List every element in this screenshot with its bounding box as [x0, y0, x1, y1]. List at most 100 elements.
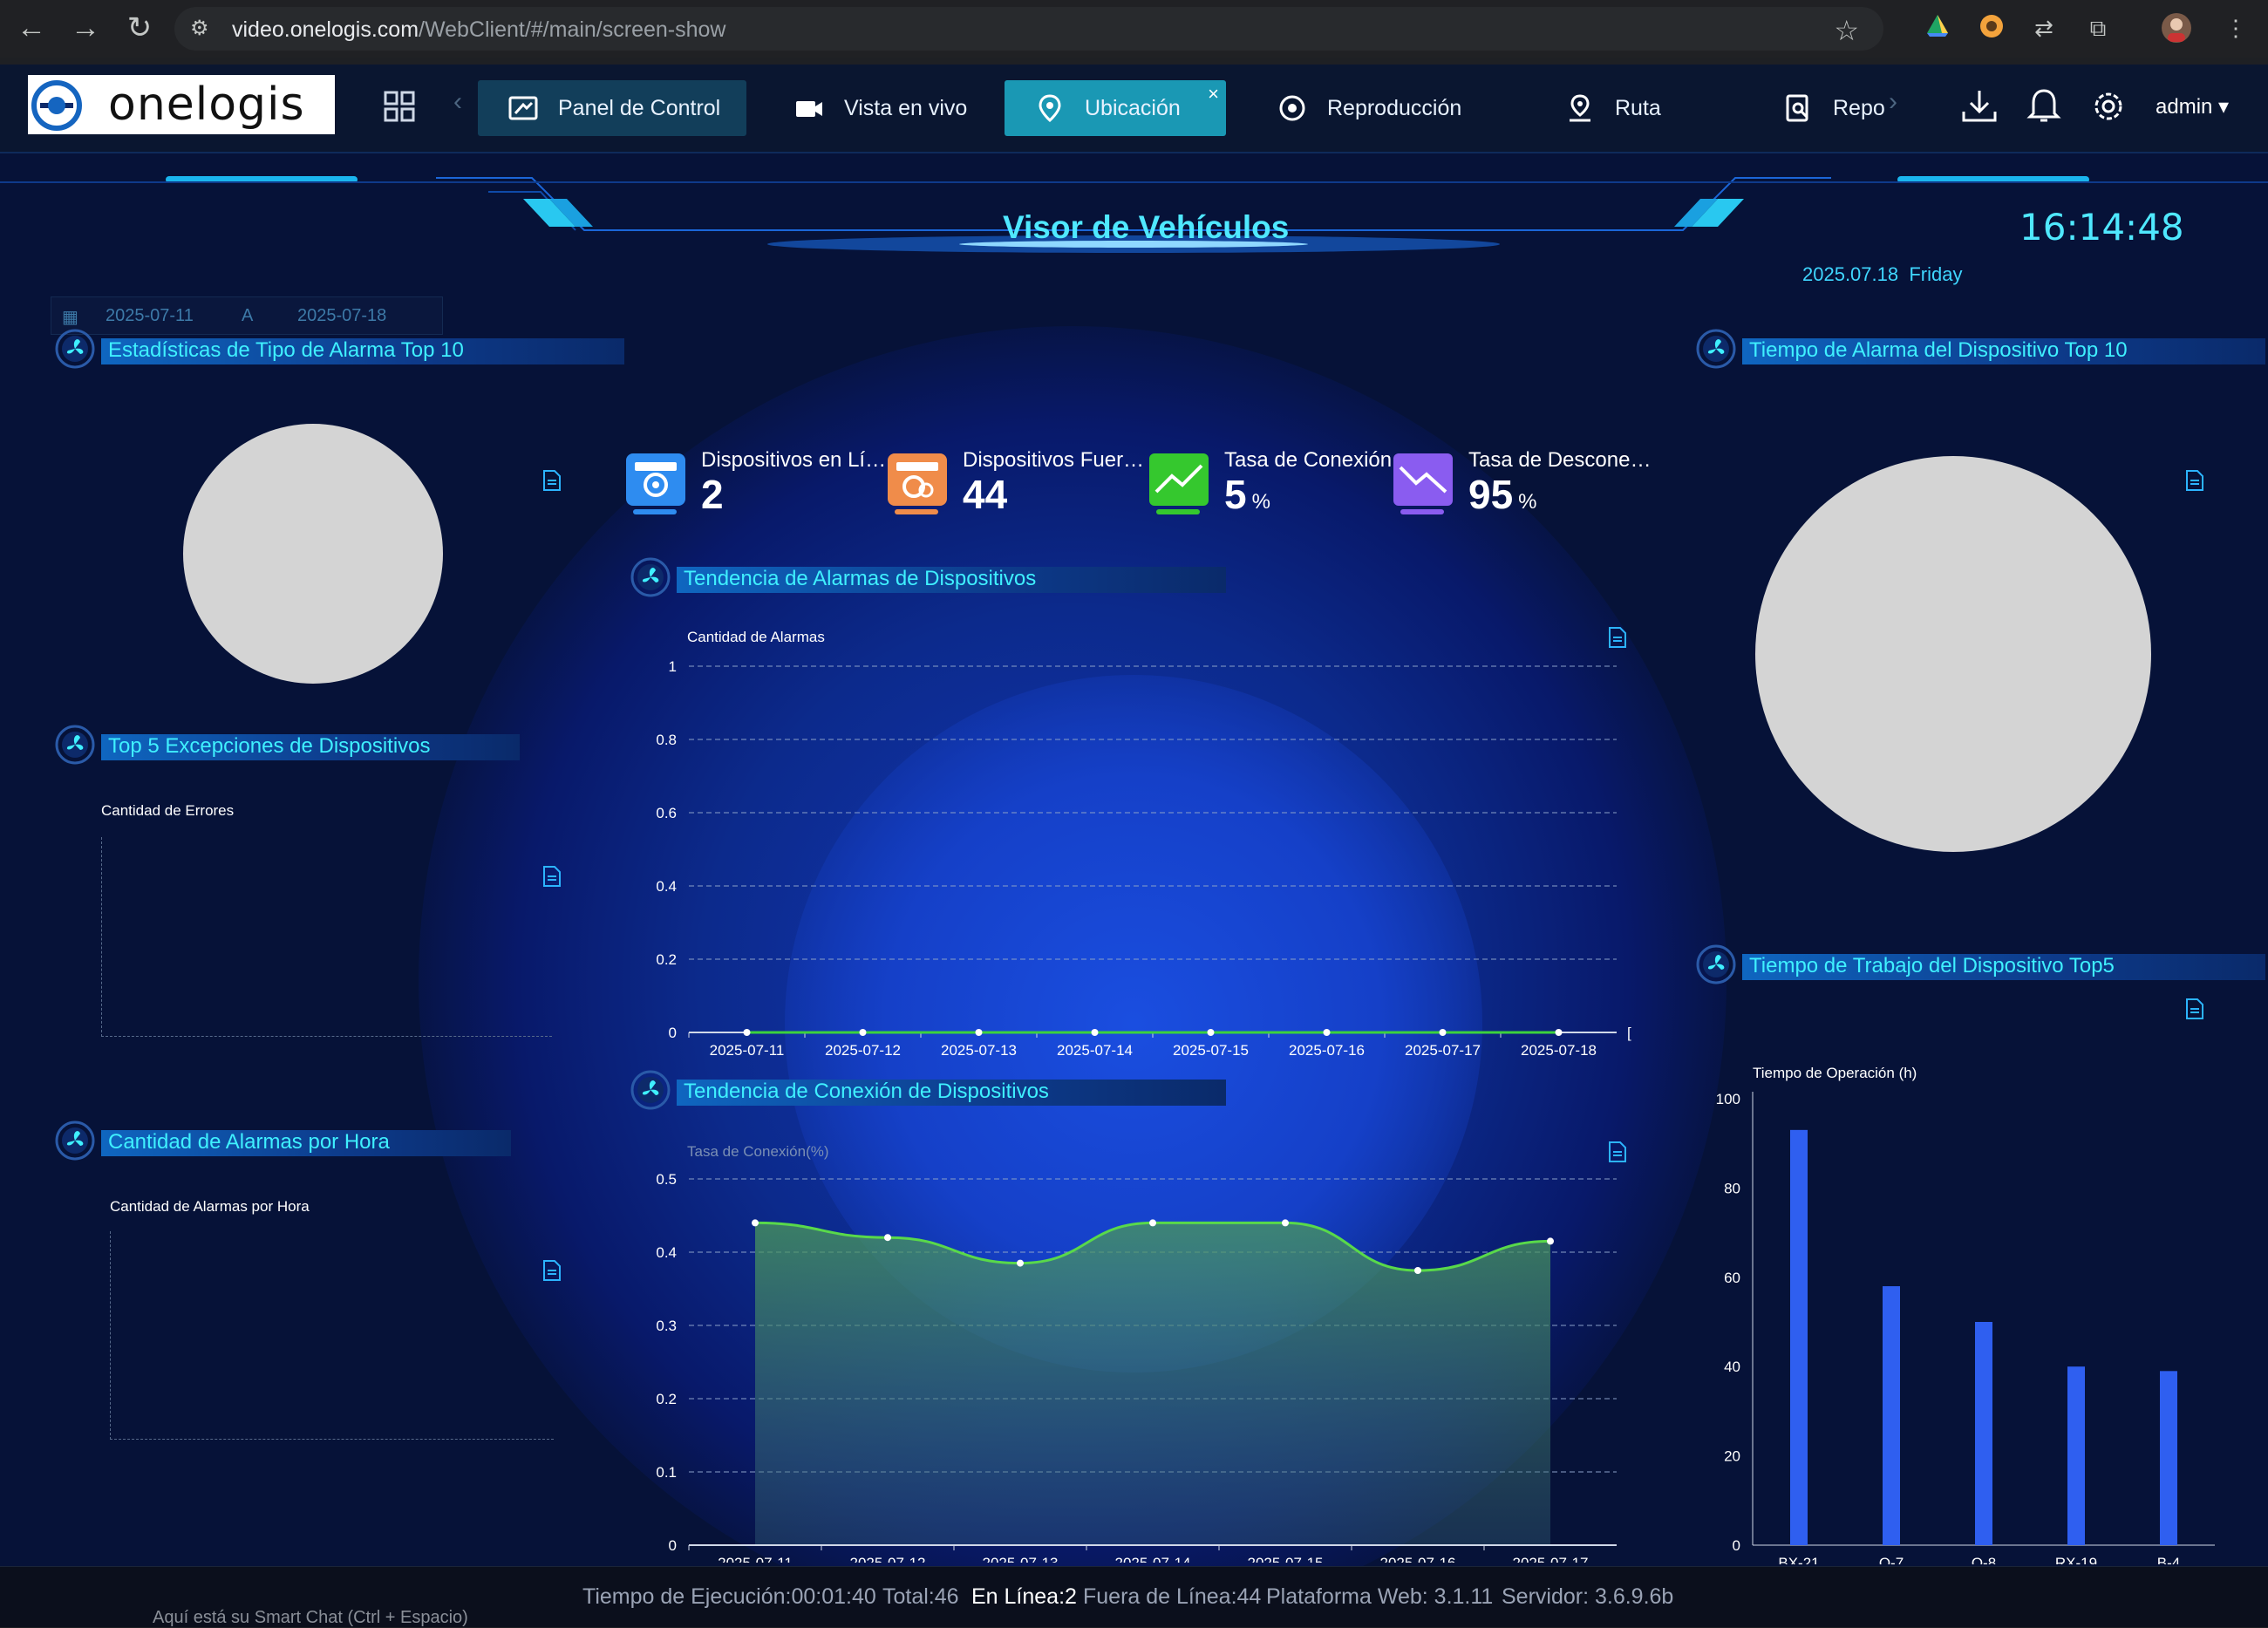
- alarm-trend-chart: Cantidad de Alarmas 0 0.2 0.4 0.6 0.8 1 2025-07…: [656, 629, 1631, 1059]
- data-point: [1414, 1267, 1421, 1274]
- sun-extension-icon[interactable]: [1976, 12, 2007, 44]
- gear-icon[interactable]: [2089, 87, 2128, 126]
- range-end[interactable]: 2025-07-18: [297, 306, 387, 325]
- x-tick-label: B-4: [2157, 1555, 2180, 1564]
- footer-web-version: Plataforma Web: 3.1.11: [1266, 1584, 1494, 1609]
- menu-dots-icon[interactable]: ⋮: [2224, 15, 2247, 41]
- bookmark-star-icon[interactable]: ☆: [1834, 15, 1859, 46]
- data-point: [1555, 1029, 1563, 1036]
- fan-icon: [55, 725, 95, 765]
- section-connection-trend: Tendencia de Conexión de Dispositivos: [630, 1070, 1226, 1110]
- alarm-time-pie-placeholder: [1755, 456, 2151, 852]
- close-tab-icon[interactable]: ×: [1208, 83, 1219, 105]
- x-tick-label: 2025-07-13: [983, 1555, 1059, 1563]
- data-point: [1207, 1029, 1215, 1036]
- tab-panel-de-control[interactable]: Panel de Control: [478, 80, 746, 136]
- export-doc-icon[interactable]: [2185, 998, 2204, 1020]
- bell-icon[interactable]: [2025, 87, 2063, 126]
- tab-label: Repo: [1833, 96, 1885, 120]
- section-alarm-type-top10: Estadísticas de Tipo de Alarma Top 10: [54, 329, 624, 369]
- data-point: [1091, 1029, 1099, 1036]
- browser-toolbar: ← → ↻ ⚙ video.onelogis.com/WebClient/#/m…: [0, 0, 2268, 58]
- y-tick-label: 0.2: [656, 1391, 677, 1407]
- x-tick-label: 2025-07-17: [1513, 1555, 1589, 1563]
- data-point: [1017, 1259, 1024, 1267]
- export-doc-icon[interactable]: [1608, 626, 1627, 649]
- bar: [2160, 1371, 2177, 1545]
- tab-label: Reproducción: [1327, 96, 1462, 120]
- date-range-picker[interactable]: ▦ 2025-07-11 A 2025-07-18: [51, 296, 443, 335]
- tab-ruta[interactable]: Ruta: [1535, 80, 1718, 136]
- alarms-hour-chart-area: [110, 1231, 554, 1440]
- calendar-icon: ▦: [62, 308, 78, 327]
- reload-icon[interactable]: ↻: [126, 11, 153, 44]
- tab-vista-en-vivo[interactable]: Vista en vivo: [764, 80, 991, 136]
- data-point: [1149, 1219, 1156, 1227]
- kpi-underline: [895, 509, 938, 514]
- export-doc-icon[interactable]: [542, 469, 562, 492]
- work-time-bar-chart: Tiempo de Operación (h) 0 20 40 60 80 100 BX-21…: [1716, 1065, 2215, 1564]
- data-point: [1547, 1237, 1554, 1245]
- export-doc-icon[interactable]: [542, 1259, 562, 1282]
- tab-label: Ruta: [1615, 96, 1661, 120]
- y-tick-label: 0.5: [656, 1171, 677, 1188]
- user-menu[interactable]: admin ▾: [2156, 95, 2230, 119]
- bar: [1883, 1286, 1900, 1545]
- alarm-type-pie-placeholder: [183, 424, 443, 684]
- kpi-disconnection-rate: Tasa de Descone… 95%: [1392, 378, 1653, 517]
- status-footer: Tiempo de Ejecución:00:01:40 Total:46 En…: [0, 1566, 2268, 1627]
- top-navigation: onelogis ‹ Panel de Control Vista en viv…: [0, 65, 2268, 153]
- extensions-icon[interactable]: ⧉: [2089, 15, 2107, 41]
- kpi-offline-devices: Dispositivos Fuer… 44: [886, 378, 1148, 517]
- data-point: [975, 1029, 983, 1036]
- data-point: [1439, 1029, 1447, 1036]
- y-tick-label: 0: [1733, 1537, 1740, 1554]
- tab-label: Vista en vivo: [844, 96, 968, 120]
- y-tick-label: 60: [1724, 1270, 1740, 1286]
- header-divider: [0, 181, 2268, 183]
- tab-label: Panel de Control: [558, 96, 721, 120]
- site-info-icon[interactable]: ⚙: [190, 17, 209, 40]
- tab-ubicacion[interactable]: Ubicación ×: [1005, 80, 1226, 136]
- section-alarm-time-top10: Tiempo de Alarma del Dispositivo Top 10: [1695, 329, 2265, 369]
- export-doc-icon[interactable]: [2185, 469, 2204, 492]
- data-point: [1323, 1029, 1331, 1036]
- apps-grid-icon[interactable]: [384, 91, 415, 122]
- export-doc-icon[interactable]: [542, 865, 562, 888]
- exceptions-axis-label: Cantidad de Errores: [101, 802, 235, 819]
- dashboard-app: onelogis ‹ Panel de Control Vista en viv…: [0, 65, 2268, 1627]
- address-bar[interactable]: ⚙ video.onelogis.com/WebClient/#/main/sc…: [174, 7, 1883, 51]
- forward-icon[interactable]: →: [71, 11, 100, 44]
- clock-date: 2025.07.18 Friday: [1802, 263, 1963, 285]
- arrow-extension-icon[interactable]: ⇄: [2034, 15, 2053, 41]
- drive-extension-icon[interactable]: [1922, 12, 1953, 44]
- y-axis-label: Tasa de Conexión(%): [687, 1143, 829, 1160]
- fan-icon: [1696, 329, 1736, 369]
- x-tick-label: 2025-07-16: [1289, 1042, 1365, 1059]
- exceptions-chart-area: [101, 837, 552, 1037]
- route-icon: [1570, 94, 1590, 122]
- x-tick-label: 2025-07-12: [825, 1042, 901, 1059]
- url-text[interactable]: video.onelogis.com/WebClient/#/main/scre…: [232, 17, 726, 42]
- scroll-left-icon[interactable]: ‹: [453, 87, 462, 116]
- profile-avatar[interactable]: [2161, 12, 2192, 44]
- fan-icon: [630, 1070, 671, 1110]
- range-start[interactable]: 2025-07-11: [106, 306, 194, 325]
- offline-device-icon: [888, 453, 947, 506]
- onelogis-logo[interactable]: onelogis: [28, 75, 335, 134]
- title-accent-right: [1897, 176, 2089, 183]
- tab-reproduccion[interactable]: Reproducción: [1247, 80, 1500, 136]
- alarms-hour-axis-label: Cantidad de Alarmas por Hora: [110, 1198, 310, 1215]
- y-tick-label: 0.4: [656, 878, 677, 895]
- scroll-right-icon[interactable]: ›: [1889, 87, 1897, 116]
- smart-chat-hint[interactable]: Aquí está su Smart Chat (Ctrl + Espacio): [153, 1608, 468, 1627]
- section-alarms-per-hour: Cantidad de Alarmas por Hora: [54, 1121, 511, 1161]
- x-tick-label: Q-7: [1879, 1555, 1904, 1564]
- y-tick-label: 0.4: [656, 1244, 677, 1261]
- camera-device-icon: [626, 453, 685, 506]
- y-tick-label: 0: [669, 1025, 677, 1041]
- tab-repo[interactable]: Repo: [1753, 80, 1910, 136]
- export-doc-icon[interactable]: [1608, 1141, 1627, 1163]
- download-icon[interactable]: [1960, 87, 1999, 126]
- back-icon[interactable]: ←: [17, 11, 46, 44]
